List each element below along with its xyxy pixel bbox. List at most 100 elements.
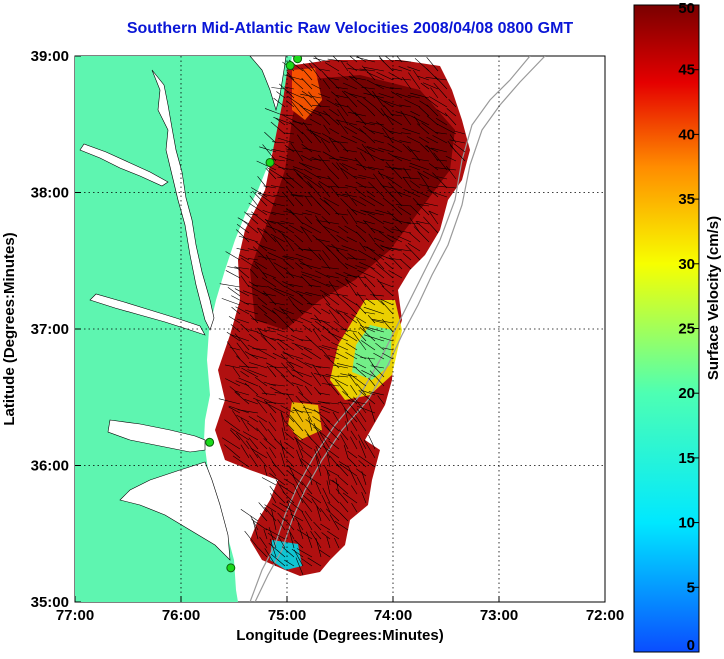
velocity-arrow	[316, 505, 322, 522]
velocity-arrow	[433, 82, 448, 99]
x-axis: 77:00 76:00 75:00 74:00 73:00 72:00	[56, 596, 624, 624]
velocity-arrow	[328, 440, 340, 450]
velocity-arrow	[299, 104, 313, 117]
velocity-arrow	[401, 132, 412, 135]
velocity-arrow	[285, 413, 295, 423]
velocity-arrow	[377, 170, 385, 180]
velocity-arrow	[322, 445, 340, 459]
velocity-arrow	[363, 92, 385, 99]
velocity-arrow	[309, 475, 313, 486]
y-axis-label: Latitude (Degrees:Minutes)	[1, 232, 18, 425]
velocity-arrow	[375, 121, 394, 135]
velocity-arrow	[319, 401, 340, 405]
velocity-arrow	[327, 454, 331, 468]
velocity-arrow	[370, 365, 385, 369]
velocity-arrow	[321, 319, 340, 333]
velocity-arrow	[279, 306, 295, 324]
velocity-arrow	[257, 547, 268, 558]
velocity-arrow	[313, 409, 331, 423]
velocity-arrow	[295, 395, 304, 405]
velocity-arrow	[230, 427, 250, 441]
velocity-arrow	[358, 127, 376, 144]
velocity-arrow	[275, 117, 286, 126]
velocity-arrow	[265, 528, 286, 540]
velocity-arrow	[257, 228, 268, 243]
velocity-arrow	[262, 144, 277, 162]
x-tick-label: 76:00	[162, 607, 200, 624]
velocity-arrow	[313, 57, 331, 63]
velocity-arrow	[436, 109, 448, 117]
velocity-arrow	[304, 474, 322, 486]
velocity-arrow	[358, 455, 376, 468]
velocity-arrow	[385, 166, 403, 171]
velocity-arrow	[387, 143, 403, 153]
velocity-arrow	[311, 83, 322, 90]
velocity-arrow	[302, 406, 322, 414]
velocity-arrow	[358, 250, 376, 261]
velocity-arrow	[388, 270, 403, 279]
velocity-arrow	[328, 137, 340, 153]
velocity-arrow	[364, 283, 376, 297]
velocity-arrow	[321, 308, 331, 315]
bathymetry-contour-deep	[254, 56, 546, 602]
colorbar-tick-label: 0	[687, 637, 695, 654]
velocity-arrow	[386, 257, 403, 261]
velocity-arrow	[341, 163, 358, 171]
velocity-arrow	[256, 453, 268, 468]
velocity-arrow	[382, 347, 394, 351]
velocity-arrow	[409, 232, 421, 243]
velocity-arrow	[371, 318, 394, 324]
velocity-arrow	[319, 549, 331, 558]
velocity-arrow	[319, 220, 340, 225]
velocity-arrow	[303, 107, 322, 117]
velocity-arrow	[361, 86, 376, 90]
velocity-arrow	[378, 231, 394, 243]
velocity-arrow	[270, 185, 286, 189]
velocity-arrow	[448, 99, 457, 108]
velocity-arrow	[229, 429, 241, 441]
potomac-river	[79, 143, 169, 187]
velocity-arrow	[307, 181, 322, 198]
velocity-arrow	[358, 460, 367, 468]
velocity-arrow	[406, 136, 421, 144]
y-tick-label: 37:00	[31, 321, 69, 338]
velocity-arrow	[373, 237, 385, 243]
velocity-arrow	[359, 242, 367, 252]
velocity-arrow	[266, 326, 286, 333]
velocity-arrow	[387, 152, 403, 162]
velocity-arrow	[302, 121, 313, 135]
velocity-arrow	[321, 494, 331, 513]
velocity-arrow	[315, 270, 331, 279]
velocity-arrow	[283, 255, 304, 261]
velocity-arrow	[268, 421, 277, 432]
velocity-arrow	[281, 233, 295, 252]
velocity-arrow	[336, 279, 349, 288]
velocity-arrow	[353, 175, 367, 180]
velocity-arrow	[367, 315, 376, 324]
velocity-arrow	[382, 197, 394, 207]
velocity-arrow	[296, 548, 313, 558]
velocity-arrow	[390, 228, 412, 234]
x-tick-label: 75:00	[268, 607, 306, 624]
velocity-arrow	[322, 225, 340, 234]
velocity-arrow	[384, 56, 394, 63]
velocity-arrow	[363, 219, 376, 234]
velocity-arrow	[327, 501, 340, 513]
velocity-arrow	[396, 56, 403, 63]
velocity-arrow	[417, 203, 430, 216]
velocity-arrow	[269, 301, 286, 306]
velocity-arrow	[236, 223, 250, 234]
velocity-arrow	[307, 492, 322, 504]
velocity-arrow	[388, 182, 403, 198]
velocity-arrow	[320, 405, 340, 414]
velocity-arrow	[348, 402, 358, 414]
velocity-arrow	[284, 323, 295, 333]
velocity-arrow	[344, 225, 358, 234]
velocity-arrow	[364, 311, 376, 315]
velocity-arrow	[256, 427, 268, 441]
velocity-arrow	[352, 135, 367, 144]
velocity-arrow	[311, 278, 331, 288]
velocity-arrow	[224, 419, 241, 432]
velocity-arrow	[234, 390, 250, 396]
velocity-arrow	[232, 366, 241, 378]
